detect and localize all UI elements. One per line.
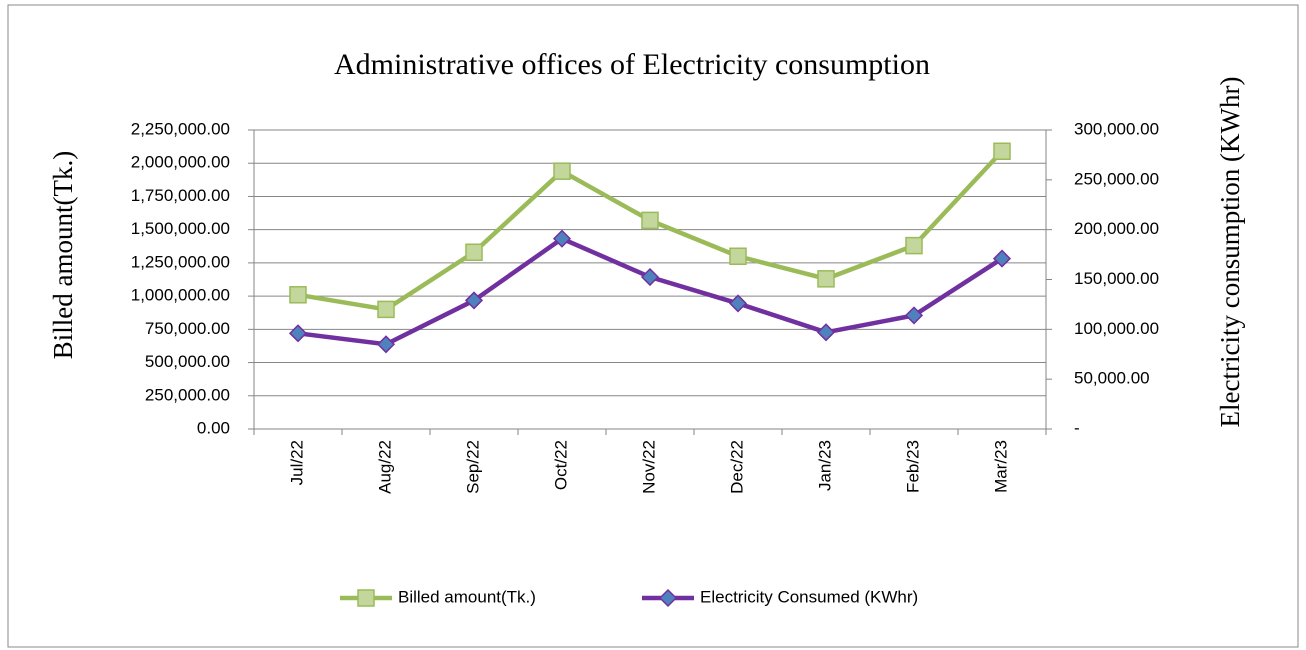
data-point (993, 142, 1011, 161)
x-tick-label: Jul/22 (287, 440, 306, 485)
y2-tick-label: 150,000.00 (1074, 269, 1159, 288)
data-point (552, 229, 572, 248)
legend-marker (357, 589, 375, 607)
y-tick-label: 0.00 (197, 418, 230, 437)
y2-tick-label: - (1074, 418, 1080, 437)
data-point (817, 270, 835, 288)
data-point (376, 335, 396, 354)
x-tick-label: Aug/22 (375, 440, 394, 494)
y2-tick-label: 100,000.00 (1074, 319, 1159, 338)
legend-label: Billed amount(Tk.) (398, 587, 536, 606)
data-point (904, 306, 924, 325)
x-tick-label: Mar/23 (991, 440, 1010, 493)
chart-title: Administrative offices of Electricity co… (334, 48, 930, 81)
y-tick-label: 1,000,000.00 (131, 286, 230, 305)
y-tick-label: 500,000.00 (145, 352, 230, 371)
y-tick-label: 750,000.00 (145, 319, 230, 338)
data-point (729, 247, 747, 265)
data-point (288, 324, 308, 343)
y-tick-label: 1,750,000.00 (131, 186, 230, 205)
x-tick-label: Feb/23 (903, 440, 922, 493)
y2-axis-title: Electricity consumption (KWhr) (1215, 77, 1245, 428)
y-tick-label: 250,000.00 (145, 385, 230, 404)
data-point (553, 162, 571, 180)
y2-tick-label: 300,000.00 (1074, 119, 1159, 138)
x-tick-label: Dec/22 (727, 440, 746, 494)
y2-tick-label: 50,000.00 (1074, 369, 1150, 388)
data-point (905, 236, 923, 255)
legend-marker (658, 588, 678, 608)
data-point (377, 300, 395, 319)
chart-frame (7, 4, 1299, 648)
x-tick-label: Sep/22 (463, 440, 482, 494)
data-point (641, 211, 659, 230)
y-tick-label: 1,250,000.00 (131, 252, 230, 271)
data-point (464, 291, 484, 310)
data-point (640, 267, 660, 287)
data-point (816, 323, 836, 342)
data-point (289, 286, 307, 304)
y-axis-title: Billed amount(Tk.) (48, 151, 78, 359)
y2-tick-label: 250,000.00 (1074, 169, 1159, 188)
data-point (465, 243, 483, 262)
x-tick-label: Nov/22 (639, 440, 658, 494)
x-tick-label: Jan/23 (815, 440, 834, 491)
y-tick-label: 1,500,000.00 (131, 219, 230, 238)
y2-tick-label: 200,000.00 (1074, 219, 1159, 238)
data-point (728, 294, 748, 313)
y-tick-label: 2,250,000.00 (131, 119, 230, 138)
y-tick-label: 2,000,000.00 (131, 153, 230, 172)
legend-label: Electricity Consumed (KWhr) (700, 587, 918, 606)
x-tick-label: Oct/22 (551, 440, 570, 490)
data-point (992, 249, 1012, 268)
